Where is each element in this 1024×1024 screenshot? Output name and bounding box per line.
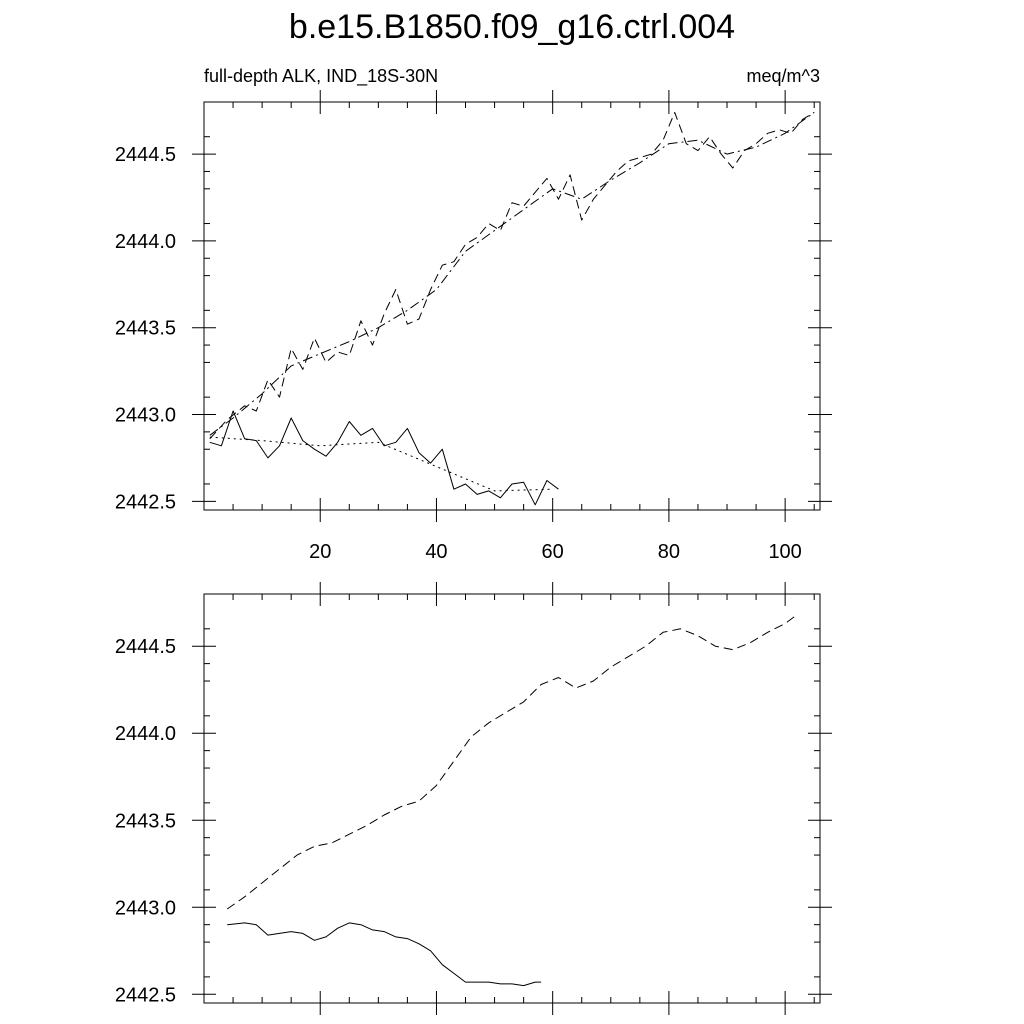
y-tick-label: 2442.5 xyxy=(115,491,176,513)
x-tick-label: 80 xyxy=(658,541,680,563)
y-tick-label: 2444.0 xyxy=(115,231,176,253)
series-line-solid xyxy=(209,410,559,506)
y-tick-label: 2443.5 xyxy=(115,810,176,832)
series-line-dash-dot xyxy=(209,111,815,436)
plot-frame xyxy=(203,593,821,1004)
y-tick-label: 2444.0 xyxy=(115,723,176,745)
top-panel: 20 40 60 80 100 2442.5 2443.0 2443.5 2444.0 2444.… xyxy=(115,90,832,563)
x-tick-label: 40 xyxy=(425,541,447,563)
figure-title: b.e15.B1850.f09_g16.ctrl.004 xyxy=(289,8,735,46)
panel-subtitle-left: full-depth ALK, IND_18S-30N xyxy=(204,66,438,87)
y-tick-label: 2443.0 xyxy=(115,897,176,919)
x-tick-label: 20 xyxy=(309,541,331,563)
series-line-solid xyxy=(227,922,542,987)
bottom-panel: 2442.5 2443.0 2443.5 2444.0 2444.5 xyxy=(115,582,832,1015)
y-tick-label: 2442.5 xyxy=(115,984,176,1006)
y-tick-label: 2444.5 xyxy=(115,144,176,166)
series-line-dashed xyxy=(226,614,798,910)
series-line-dotted xyxy=(209,436,553,492)
x-tick-label: 60 xyxy=(542,541,564,563)
y-tick-label: 2444.5 xyxy=(115,636,176,658)
panel-subtitle-right: meq/m^3 xyxy=(747,66,820,86)
y-tick-label: 2443.5 xyxy=(115,318,176,340)
y-tick-label: 2443.0 xyxy=(115,405,176,427)
plot-frame xyxy=(203,101,821,511)
series-line-dashed xyxy=(209,111,815,440)
x-tick-label: 100 xyxy=(768,541,801,563)
